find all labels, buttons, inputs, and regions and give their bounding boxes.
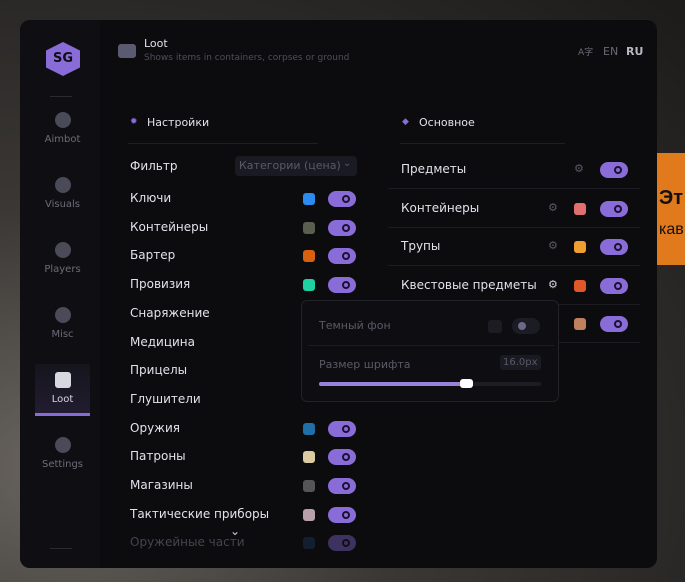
main-option-toggle[interactable]	[600, 239, 628, 255]
dots-icon	[54, 307, 71, 323]
briefcase-icon	[118, 44, 136, 58]
color-swatch[interactable]	[303, 221, 315, 234]
loot-category-label: Бартер	[130, 248, 176, 263]
settings-popup: Темный фон Размер шрифта 16.0px	[301, 300, 559, 402]
alien-icon	[54, 112, 71, 128]
loot-category-label: Оружейные части	[130, 535, 245, 550]
loot-category-label: Магазины	[130, 478, 193, 492]
font-size-label: Размер шрифта	[319, 358, 411, 371]
sidebar: SG Aimbot Visuals Players Misc Loot Settings	[20, 20, 100, 568]
sidebar-item-label: Loot	[51, 394, 74, 405]
loot-category-label: Снаряжение	[130, 305, 210, 320]
gear-icon[interactable]: ⚙	[548, 277, 558, 291]
slider-thumb[interactable]	[459, 379, 473, 388]
loot-category-label: Медицина	[130, 334, 195, 349]
category-toggle[interactable]	[328, 449, 356, 466]
section-title-main: Основное	[419, 116, 475, 129]
main-option-toggle[interactable]	[600, 200, 628, 217]
main-option-toggle[interactable]	[600, 316, 628, 332]
color-swatch[interactable]	[303, 537, 315, 550]
filter-label: Фильтр	[130, 159, 178, 173]
color-swatch[interactable]	[574, 318, 586, 330]
loot-category-label: Патроны	[130, 449, 186, 464]
sidebar-item-players[interactable]: Players	[35, 234, 90, 286]
category-toggle[interactable]	[328, 191, 356, 207]
sidebar-item-loot[interactable]: Loot	[35, 364, 90, 416]
loot-category-label: Провизия	[130, 277, 191, 292]
filter-dropdown[interactable]: Категории (цена) ⌄	[235, 156, 357, 176]
gear-icon[interactable]: ⚙	[548, 239, 558, 252]
dark-bg-label: Темный фон	[319, 319, 391, 332]
category-toggle[interactable]	[328, 420, 356, 437]
diamond-icon: ◆	[402, 117, 409, 127]
banner-text: Эт	[659, 187, 684, 209]
color-swatch[interactable]	[303, 480, 315, 492]
category-toggle[interactable]	[328, 219, 356, 236]
color-swatch[interactable]	[303, 422, 315, 435]
lang-en[interactable]: EN	[603, 45, 619, 58]
category-toggle[interactable]	[328, 506, 356, 523]
loot-category-label: Глушители	[130, 391, 201, 406]
list-icon	[54, 437, 71, 453]
sidebar-item-label: Visuals	[44, 199, 81, 210]
main-option-label: Предметы	[401, 162, 467, 176]
color-swatch[interactable]	[303, 508, 315, 521]
gear-icon[interactable]: ⚙	[548, 200, 558, 214]
loot-category-label: Оружия	[130, 420, 180, 435]
briefcase-icon	[54, 372, 71, 388]
category-toggle[interactable]	[328, 248, 356, 265]
dark-bg-toggle[interactable]	[512, 318, 540, 334]
loot-category-label: Контейнеры	[130, 219, 209, 234]
sidebar-item-label: Aimbot	[44, 134, 81, 145]
sidebar-item-aimbot[interactable]: Aimbot	[35, 104, 90, 156]
color-swatch[interactable]	[303, 193, 315, 205]
dark-bg-color-swatch[interactable]	[488, 320, 502, 333]
background-banner: Эт кав	[657, 153, 685, 265]
main-option-label: Трупы	[401, 239, 441, 253]
main-option-toggle[interactable]	[600, 277, 628, 294]
color-swatch[interactable]	[574, 279, 586, 292]
category-toggle[interactable]	[328, 277, 356, 294]
logo: SG	[46, 42, 80, 76]
loot-category-label: Ключи	[130, 191, 172, 205]
font-size-value[interactable]: 16.0px	[500, 355, 541, 370]
main-option-label: Квестовые предметы	[401, 277, 537, 292]
color-swatch[interactable]	[303, 250, 315, 263]
loot-window: SG Aimbot Visuals Players Misc Loot Settings …	[20, 20, 657, 568]
lang-ru[interactable]: RU	[626, 45, 644, 58]
sidebar-item-settings[interactable]: Settings	[35, 429, 90, 481]
sidebar-item-misc[interactable]: Misc	[35, 299, 90, 351]
loot-category-label: Тактические приборы	[130, 506, 270, 521]
sidebar-item-label: Players	[44, 264, 81, 275]
users-icon	[54, 242, 71, 258]
translate-icon: A字	[578, 48, 594, 58]
category-toggle[interactable]	[328, 478, 356, 494]
loot-category-label: Прицелы	[130, 363, 188, 378]
page-title: Loot	[144, 37, 168, 50]
color-swatch[interactable]	[574, 202, 586, 215]
sidebar-item-label: Settings	[41, 459, 83, 470]
font-size-slider[interactable]	[319, 379, 541, 388]
banner-text: кав	[659, 221, 684, 238]
gear-icon[interactable]: ⚙	[574, 162, 584, 175]
section-title-settings: Настройки	[147, 116, 210, 129]
color-swatch[interactable]	[574, 241, 586, 253]
color-swatch[interactable]	[303, 451, 315, 464]
gear-icon: ✹	[130, 117, 138, 127]
sidebar-item-label: Misc	[51, 329, 74, 340]
main-option-toggle[interactable]	[600, 162, 628, 178]
vr-headset-icon	[54, 177, 71, 193]
main-option-label: Контейнеры	[401, 200, 480, 215]
sidebar-item-visuals[interactable]: Visuals	[35, 169, 90, 221]
category-toggle[interactable]	[328, 535, 356, 552]
chevron-down-icon: ⌄	[343, 158, 352, 169]
color-swatch[interactable]	[303, 279, 315, 292]
page-subtitle: Shows items in containers, corpses or gr…	[144, 53, 350, 63]
scroll-down-chevron-icon[interactable]: ⌄	[230, 524, 241, 538]
